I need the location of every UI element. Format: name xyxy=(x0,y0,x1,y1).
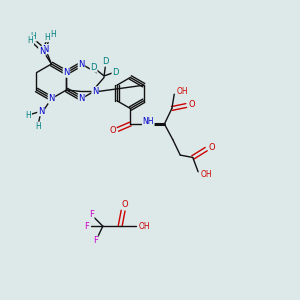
Text: H: H xyxy=(31,32,36,41)
Text: O: O xyxy=(189,100,196,109)
Text: OH: OH xyxy=(201,170,212,179)
Text: N: N xyxy=(63,68,70,77)
Text: F: F xyxy=(93,236,98,245)
Text: OH: OH xyxy=(177,87,188,96)
Text: D: D xyxy=(112,68,119,77)
Text: H: H xyxy=(44,33,50,42)
Text: O: O xyxy=(121,200,128,208)
Text: D: D xyxy=(90,63,97,72)
Text: OH: OH xyxy=(138,222,150,231)
Text: N: N xyxy=(92,87,98,96)
Text: N: N xyxy=(78,59,85,68)
Text: N: N xyxy=(48,94,55,103)
Text: N: N xyxy=(38,107,44,116)
Text: N: N xyxy=(39,47,45,56)
Text: O: O xyxy=(209,143,215,152)
Text: N: N xyxy=(42,45,49,54)
Text: F: F xyxy=(89,210,94,219)
Text: D: D xyxy=(102,57,109,66)
Text: H: H xyxy=(36,122,41,131)
Text: N: N xyxy=(78,94,85,103)
Text: H: H xyxy=(51,30,56,39)
Text: H: H xyxy=(28,36,33,45)
Text: F: F xyxy=(84,222,89,231)
Text: NH: NH xyxy=(142,117,154,126)
Text: O: O xyxy=(109,126,116,135)
Text: H: H xyxy=(26,111,31,120)
